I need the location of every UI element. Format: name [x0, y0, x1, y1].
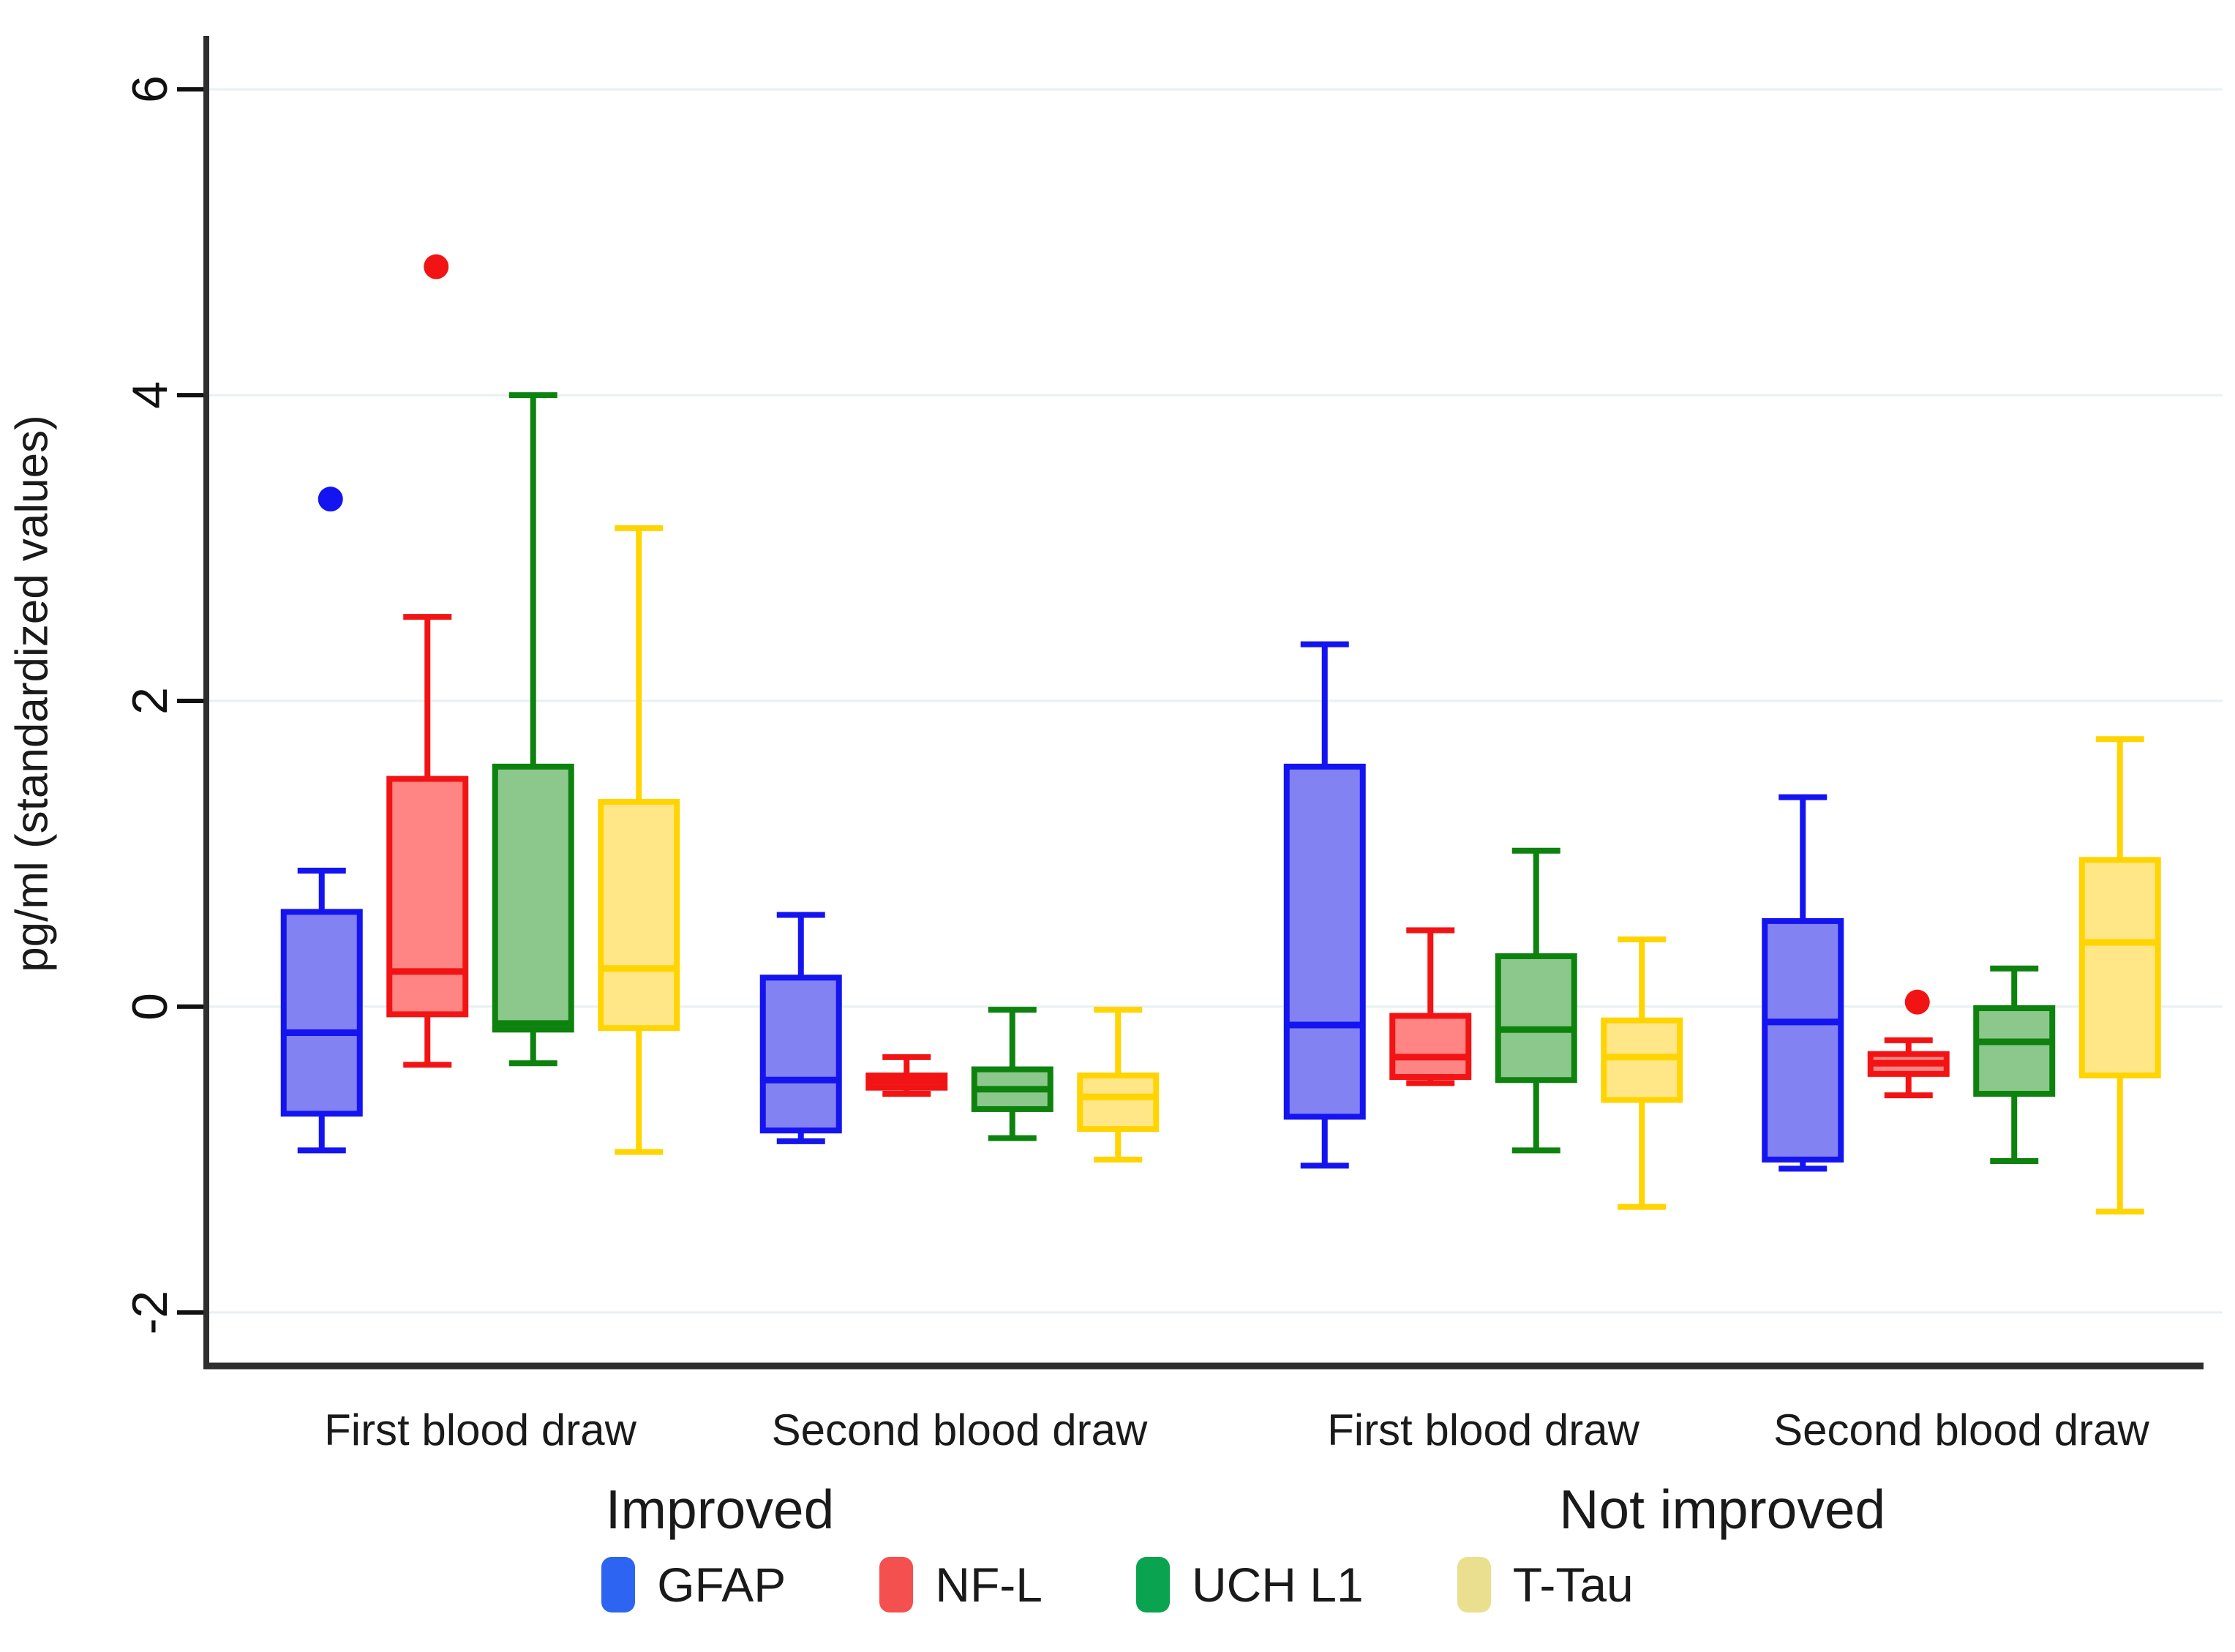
box-GFAP-g2	[759, 975, 842, 1134]
legend-label: UCH L1	[1191, 1558, 1364, 1612]
box-GFAP-g3	[1283, 763, 1366, 1120]
box-GFAP-g1	[280, 909, 363, 1117]
legend-swatch-icon	[1457, 1557, 1491, 1612]
legend-swatch-icon	[601, 1557, 636, 1612]
y-tick-label-4: 4	[122, 381, 178, 409]
box-UCH L1-g1	[492, 763, 574, 1033]
x-tick-label-2: Second blood draw	[771, 1405, 1148, 1454]
legend-item-t-tau: T-Tau	[1457, 1557, 1634, 1612]
box-UCH L1-g3	[1495, 953, 1577, 1084]
y-tick-label-6: 6	[122, 75, 178, 104]
x-tick-label-4: Second blood draw	[1773, 1405, 2149, 1454]
legend-item-gfap: GFAP	[601, 1557, 786, 1612]
box-GFAP-g1-outlier-0	[318, 487, 343, 512]
box-T-Tau-g1	[598, 798, 680, 1032]
box-NF-L-g3	[1389, 1013, 1472, 1081]
x-tick-label-1: First blood draw	[324, 1405, 636, 1454]
box-NF-L-g4-outlier-0	[1904, 989, 1930, 1015]
legend-item-nf-l: NF-L	[879, 1557, 1043, 1612]
legend-swatch-icon	[879, 1557, 914, 1612]
legend-label: GFAP	[657, 1558, 786, 1612]
box-T-Tau-g4	[2078, 857, 2161, 1078]
legend-label: T-Tau	[1512, 1558, 1634, 1612]
y-tick-label-0: 0	[122, 993, 178, 1021]
condition-label-2: Not improved	[1559, 1479, 1886, 1540]
box-UCH L1-g4	[1973, 1005, 2056, 1097]
box-GFAP-g4	[1762, 917, 1844, 1163]
box-NF-L-g1	[386, 776, 469, 1018]
legend-swatch-icon	[1135, 1557, 1170, 1612]
y-tick-label-2: 2	[122, 687, 178, 715]
box-T-Tau-g2	[1077, 1072, 1160, 1133]
x-tick-label-3: First blood draw	[1327, 1405, 1639, 1454]
legend-item-uch-l1: UCH L1	[1135, 1557, 1364, 1612]
legend: GFAP NF-L UCH L1 T-Tau	[0, 1557, 2235, 1612]
condition-label-1: Improved	[605, 1479, 835, 1540]
box-NF-L-g1-outlier-0	[424, 254, 449, 279]
y-tick-label--2: -2	[122, 1290, 178, 1335]
y-axis-title: pg/ml (standardized values)	[7, 415, 58, 972]
legend-label: NF-L	[935, 1558, 1043, 1612]
